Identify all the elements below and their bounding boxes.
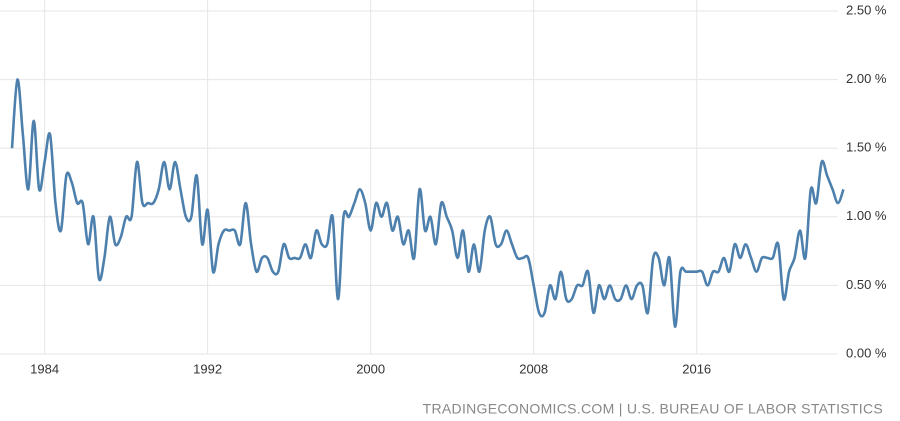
x-tick-label: 1992: [193, 361, 222, 376]
x-tick-label: 2016: [682, 361, 711, 376]
y-tick-label: 1.00 %: [846, 208, 887, 223]
y-tick-label: 2.50 %: [846, 2, 887, 17]
x-tick-label: 1984: [30, 361, 59, 376]
data-line: [10, 78, 845, 328]
y-tick-label: 0.50 %: [846, 277, 887, 292]
x-tick-label: 2000: [356, 361, 385, 376]
source-note: TRADINGECONOMICS.COM | U.S. BUREAU OF LA…: [423, 401, 883, 417]
x-tick-label: 2008: [519, 361, 548, 376]
y-tick-label: 0.00 %: [846, 345, 887, 360]
y-tick-label: 2.00 %: [846, 71, 887, 86]
y-tick-label: 1.50 %: [846, 140, 887, 155]
